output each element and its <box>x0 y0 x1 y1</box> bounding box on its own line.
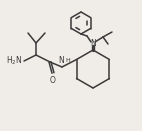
Text: H: H <box>65 58 70 63</box>
Text: O: O <box>50 76 56 85</box>
Text: H$_2$N: H$_2$N <box>6 55 22 67</box>
Text: N: N <box>90 40 96 48</box>
Text: N: N <box>58 56 64 65</box>
